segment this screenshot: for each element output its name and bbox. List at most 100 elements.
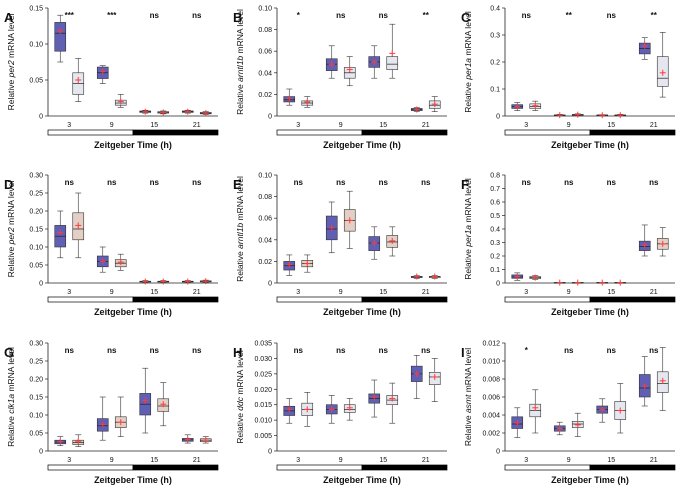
y-tick-label: 0.04 <box>258 237 272 244</box>
box-light-3 <box>72 58 85 102</box>
box-blue-3 <box>511 272 524 281</box>
box-light-9 <box>571 111 584 118</box>
x-tick-label: 3 <box>67 289 71 296</box>
significance-label: ns <box>336 346 346 355</box>
x-tick-label: 3 <box>524 289 528 296</box>
panel-letter: A <box>4 10 14 25</box>
box-blue-3 <box>283 254 296 276</box>
box-light-9 <box>114 253 127 271</box>
box-light-3 <box>301 392 314 427</box>
y-axis-label: Relative arntl1b mRNA level <box>235 176 245 282</box>
y-axis-label-part: Relative <box>235 82 245 115</box>
time-bar-light <box>276 464 363 471</box>
time-bar-light <box>504 129 591 136</box>
significance-label: ns <box>294 178 304 187</box>
x-tick-label: 21 <box>650 457 658 464</box>
y-tick-label: 0.06 <box>258 216 272 223</box>
box-light-15 <box>157 109 170 116</box>
panel-h: H 0 0.005 0.010 0.015 0.020 0.025 0.030 0.035 Rel… <box>233 341 448 485</box>
box-light-3 <box>529 389 542 434</box>
x-axis-label: Zeitgeber Time (h) <box>323 307 401 317</box>
significance-label: ns <box>107 346 117 355</box>
x-axis-label: Zeitgeber Time (h) <box>94 140 172 150</box>
time-bar-light <box>47 464 134 471</box>
x-tick-label: 15 <box>607 289 615 296</box>
box-blue-21 <box>410 355 423 399</box>
y-tick-label: 0 <box>496 449 500 456</box>
significance-label: ns <box>379 346 389 355</box>
box-blue-3 <box>511 102 524 111</box>
y-tick-label: 0.30 <box>29 341 43 348</box>
y-tick-label: 0.7 <box>490 186 500 193</box>
box-light-21 <box>199 278 212 285</box>
x-tick-label: 3 <box>67 457 71 464</box>
x-axis-label: Zeitgeber Time (h) <box>551 475 629 485</box>
y-tick-label: 0.035 <box>254 341 272 348</box>
y-axis-label-part: asmt <box>463 394 473 413</box>
box-blue-15 <box>596 112 609 119</box>
y-tick-label: 0.15 <box>29 6 43 13</box>
box-light-15 <box>386 23 399 79</box>
y-tick-label: 0.08 <box>258 27 272 34</box>
y-tick-label: 0.030 <box>254 356 272 363</box>
box-blue-9 <box>96 396 109 441</box>
y-axis-label-part: mRNA level <box>6 180 16 227</box>
y-axis-label-part: Relative <box>235 249 245 282</box>
box-blue-9 <box>96 65 109 84</box>
y-axis-label-part: mRNA level <box>6 347 16 394</box>
y-axis-label-part: mRNA level <box>235 176 245 223</box>
x-tick-label: 3 <box>296 122 300 129</box>
y-tick-label: 0.6 <box>490 200 500 207</box>
x-tick-label: 15 <box>379 457 387 464</box>
y-axis-label-part: arntl1b <box>235 223 245 249</box>
box-blue-15 <box>139 278 152 285</box>
x-tick-label: 9 <box>567 122 571 129</box>
y-axis-label-part: ddc <box>235 396 245 410</box>
x-tick-label: 9 <box>339 122 343 129</box>
panel-d: D 0 0.05 0.10 0.15 0.20 0.25 0.30 Relative per2 … <box>4 173 219 317</box>
time-bar-dark <box>361 296 448 303</box>
significance-label: ns <box>150 346 160 355</box>
y-tick-label: 0.15 <box>29 227 43 234</box>
significance-label: ns <box>607 346 617 355</box>
significance-label: ns <box>150 11 160 20</box>
y-axis-label-part: Relative <box>6 244 16 277</box>
x-tick-label: 3 <box>524 457 528 464</box>
panel-letter: D <box>4 177 13 192</box>
y-tick-label: 0.010 <box>482 359 500 366</box>
time-bar-light <box>276 129 363 136</box>
box-light-15 <box>386 382 399 424</box>
significance-label: ns <box>607 11 617 20</box>
box-blue-15 <box>368 45 381 79</box>
y-tick-label: 0.006 <box>482 395 500 402</box>
significance-label: ns <box>336 178 346 187</box>
box-light-15 <box>614 112 627 119</box>
y-tick-label: 0.02 <box>258 92 272 99</box>
significance-label: *** <box>107 11 117 20</box>
box-blue-21 <box>181 108 194 115</box>
box <box>54 22 67 52</box>
x-tick-label: 21 <box>650 289 658 296</box>
y-axis-label: Relative ddc mRNA level <box>235 350 245 444</box>
y-tick-label: 0.10 <box>258 173 272 180</box>
y-axis-label-part: mRNA level <box>235 350 245 397</box>
significance-label: ns <box>192 178 202 187</box>
significance-label: ns <box>421 178 431 187</box>
time-bar-light <box>504 464 591 471</box>
box-blue-21 <box>638 356 651 407</box>
significance-label: ns <box>649 178 659 187</box>
y-tick-label: 0.20 <box>29 209 43 216</box>
time-bar-light <box>47 296 134 303</box>
box-light-15 <box>157 382 170 427</box>
box-blue-3 <box>511 407 524 438</box>
y-tick-label: 0.06 <box>258 49 272 56</box>
box-blue-21 <box>410 273 423 280</box>
x-tick-label: 15 <box>150 457 158 464</box>
y-tick-label: 0.15 <box>29 395 43 402</box>
box-light-3 <box>529 100 542 111</box>
significance-label: ns <box>65 178 75 187</box>
x-tick-label: 21 <box>193 289 201 296</box>
x-tick-label: 9 <box>339 457 343 464</box>
panel-c: C 0 0.1 0.2 0.3 0.4 Relative per1a mRNA level 3… <box>461 6 676 150</box>
